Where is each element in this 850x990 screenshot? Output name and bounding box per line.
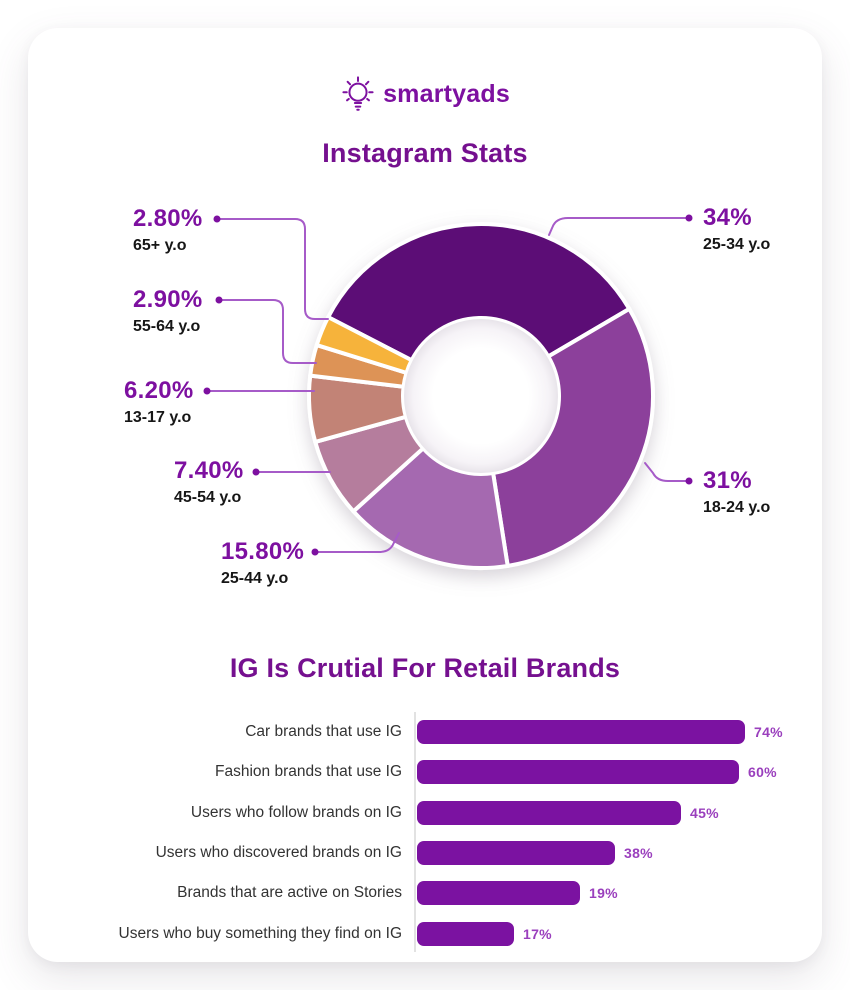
slice-category: 13-17 y.o bbox=[124, 409, 192, 426]
leader-dot bbox=[213, 215, 221, 223]
slice-category: 25-44 y.o bbox=[221, 570, 289, 587]
slice-category: 45-54 y.o bbox=[174, 489, 242, 506]
slice-category: 55-64 y.o bbox=[133, 318, 201, 335]
bar-row: Fashion brands that use IG 60% bbox=[28, 752, 850, 792]
slice-callout-45-54-y-o: 7.40% 45-54 y.o bbox=[174, 458, 244, 507]
slice-percent: 31% bbox=[703, 467, 752, 494]
leader-dot bbox=[685, 477, 693, 485]
bar-chart-title: IG Is Crutial For Retail Brands bbox=[229, 653, 621, 683]
slice-percent: 2.80% bbox=[133, 205, 203, 232]
bar-value: 45% bbox=[690, 804, 719, 821]
bar-row: Users who buy something they find on IG 1… bbox=[28, 913, 850, 953]
bar-value: 74% bbox=[754, 724, 783, 741]
bar-value: 38% bbox=[624, 845, 653, 862]
infographic-card: smartyads Instagram Stats 34% 25-34 y.o 31… bbox=[28, 28, 822, 962]
bar-chart: Car brands that use IG 74% Fashion brands … bbox=[28, 712, 850, 954]
slice-category: 65+ y.o bbox=[133, 237, 187, 254]
bar bbox=[417, 881, 580, 906]
bar-category-label: Fashion brands that use IG bbox=[215, 763, 402, 781]
donut-chart-title: Instagram Stats bbox=[322, 138, 528, 168]
brand-logo: smartyads bbox=[28, 72, 822, 116]
bar-value: 60% bbox=[748, 764, 777, 781]
leader-dot bbox=[215, 296, 223, 304]
bar bbox=[417, 841, 615, 866]
leader-dot bbox=[685, 214, 693, 222]
donut-chart bbox=[307, 222, 655, 570]
slice-percent: 2.90% bbox=[133, 286, 203, 313]
slice-callout-18-24-y-o: 31% 18-24 y.o bbox=[703, 468, 770, 517]
slice-callout-55-64-y-o: 2.90% 55-64 y.o bbox=[133, 287, 203, 336]
brand-name: smartyads bbox=[383, 79, 510, 108]
donut-slice-25-34-y-o bbox=[326, 222, 632, 363]
bar-axis-line bbox=[414, 712, 416, 952]
donut-slice-18-24-y-o bbox=[491, 306, 655, 568]
bar bbox=[417, 921, 514, 946]
slice-category: 25-34 y.o bbox=[703, 236, 771, 253]
slice-percent: 7.40% bbox=[174, 457, 244, 484]
leader-dot bbox=[203, 387, 211, 395]
slice-callout-25-34-y-o: 34% 25-34 y.o bbox=[703, 205, 770, 254]
slice-percent: 15.80% bbox=[221, 538, 305, 565]
bar-category-label: Car brands that use IG bbox=[245, 723, 402, 741]
slice-percent: 34% bbox=[703, 204, 752, 231]
donut-hole bbox=[404, 319, 558, 473]
bar bbox=[417, 800, 681, 825]
bar-category-label: Users who discovered brands on IG bbox=[155, 844, 402, 862]
bar bbox=[417, 760, 739, 785]
bar-row: Car brands that use IG 74% bbox=[28, 712, 850, 752]
slice-callout-25-44-y-o: 15.80% 25-44 y.o bbox=[221, 539, 304, 588]
bar-category-label: Brands that are active on Stories bbox=[177, 884, 402, 902]
donut-slice-65-y-o bbox=[314, 315, 414, 375]
bar-category-label: Users who follow brands on IG bbox=[190, 803, 402, 821]
slice-callout-13-17-y-o: 6.20% 13-17 y.o bbox=[124, 378, 194, 427]
lightbulb-icon bbox=[342, 76, 374, 111]
slice-percent: 6.20% bbox=[124, 377, 194, 404]
slice-category: 18-24 y.o bbox=[703, 499, 771, 516]
slice-callout-65-y-o: 2.80% 65+ y.o bbox=[133, 206, 203, 255]
bar-category-label: Users who buy something they find on IG bbox=[118, 924, 402, 942]
bar bbox=[417, 720, 745, 745]
bar-value: 17% bbox=[523, 925, 552, 942]
bar-row: Users who follow brands on IG 45% bbox=[28, 793, 850, 833]
bar-row: Users who discovered brands on IG 38% bbox=[28, 833, 850, 873]
leader-dot bbox=[252, 468, 260, 476]
bar-row: Brands that are active on Stories 19% bbox=[28, 873, 850, 913]
bar-value: 19% bbox=[589, 885, 618, 902]
